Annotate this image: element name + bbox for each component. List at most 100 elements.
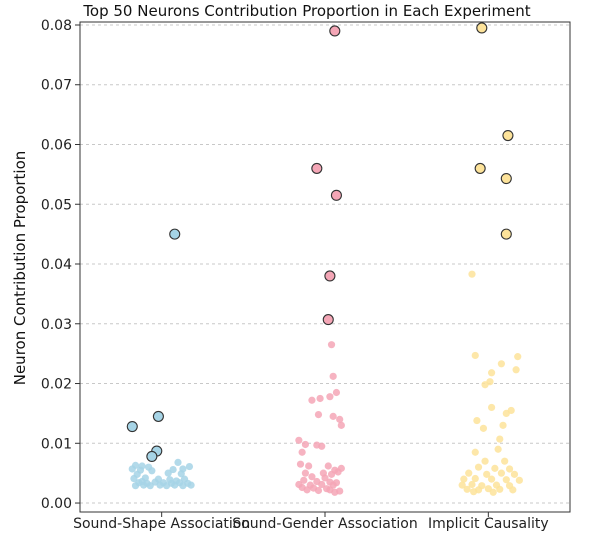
- data-point: [471, 474, 479, 483]
- y-tick-label: 0.01: [41, 436, 72, 452]
- data-point: [510, 470, 519, 478]
- data-point-highlighted: [329, 25, 341, 37]
- data-point: [300, 476, 308, 484]
- data-point: [128, 465, 136, 473]
- data-point: [470, 488, 478, 496]
- x-tick-label: Implicit Causality: [428, 516, 549, 532]
- y-tick-label: 0.02: [41, 377, 72, 393]
- data-point-highlighted: [476, 22, 488, 34]
- data-point: [515, 476, 523, 484]
- y-tick-label: 0.00: [41, 496, 72, 512]
- data-point: [509, 486, 517, 494]
- data-point: [473, 416, 481, 425]
- data-point: [468, 270, 476, 278]
- data-point-highlighted: [500, 173, 512, 185]
- data-point: [185, 462, 194, 471]
- y-axis-label: Neuron Contribution Proportion: [11, 151, 29, 386]
- data-point: [460, 475, 468, 483]
- data-point: [174, 458, 182, 467]
- y-tick-label: 0.06: [41, 138, 72, 154]
- data-point: [295, 436, 303, 444]
- data-point: [130, 474, 138, 483]
- data-point: [301, 440, 309, 449]
- data-point: [305, 462, 313, 470]
- data-point: [187, 481, 195, 489]
- data-point: [332, 388, 341, 397]
- data-point: [329, 372, 337, 380]
- y-axis-ticks: 0.00 0.01 0.02 0.03 0.04 0.05 0.06 0.07 0.08: [41, 18, 80, 512]
- data-point: [318, 442, 326, 450]
- data-point: [514, 353, 522, 361]
- data-point: [334, 468, 342, 476]
- data-point: [481, 457, 489, 465]
- data-point-highlighted: [330, 189, 342, 201]
- data-point: [481, 381, 489, 389]
- data-point-highlighted: [500, 228, 512, 240]
- y-tick-label: 0.03: [41, 317, 72, 333]
- data-point: [331, 488, 339, 496]
- data-point: [329, 412, 337, 420]
- data-point: [489, 488, 497, 496]
- data-point: [497, 360, 505, 368]
- data-point: [301, 469, 309, 477]
- data-point: [326, 393, 334, 401]
- plot-frame: [79, 21, 571, 513]
- data-point: [324, 462, 332, 470]
- y-tick-label: 0.08: [41, 18, 72, 34]
- data-point-highlighted: [322, 314, 334, 326]
- y-tick-label: 0.05: [41, 197, 72, 213]
- data-point: [463, 485, 471, 493]
- data-point: [336, 415, 344, 423]
- data-point: [502, 409, 510, 418]
- data-point: [148, 467, 156, 475]
- x-tick-label: Sound-Gender Association: [232, 516, 417, 532]
- data-point: [146, 482, 154, 490]
- data-point: [179, 482, 187, 490]
- data-point: [488, 403, 496, 412]
- data-point: [298, 448, 306, 456]
- data-point: [303, 486, 311, 494]
- data-point: [327, 341, 336, 349]
- data-point: [164, 469, 172, 477]
- data-point: [488, 369, 496, 377]
- data-point: [162, 482, 171, 490]
- data-point: [458, 481, 466, 489]
- data-point-highlighted: [152, 410, 164, 422]
- data-point: [314, 410, 323, 419]
- data-point: [321, 474, 329, 482]
- data-point-highlighted: [126, 420, 138, 433]
- data-point-highlighted: [474, 162, 486, 174]
- data-point: [471, 448, 479, 456]
- data-point: [172, 477, 180, 485]
- data-point: [138, 477, 146, 486]
- data-point-highlighted: [324, 270, 336, 282]
- data-point-highlighted: [146, 450, 158, 462]
- data-point: [465, 469, 473, 477]
- x-tick-label: Sound-Shape Association: [73, 516, 250, 532]
- data-point: [314, 486, 323, 495]
- data-point: [505, 465, 514, 473]
- data-point: [483, 470, 491, 478]
- chart-title: Top 50 Neurons Contribution Proportion i…: [82, 2, 530, 20]
- data-point: [337, 421, 345, 429]
- data-point: [494, 445, 502, 453]
- data-point: [327, 470, 336, 478]
- data-point: [496, 485, 504, 493]
- data-point: [177, 470, 185, 478]
- y-tick-label: 0.04: [41, 257, 72, 273]
- data-point: [471, 351, 479, 360]
- data-points: [126, 22, 523, 496]
- data-point: [468, 480, 476, 489]
- data-point: [316, 394, 324, 403]
- data-point: [501, 457, 509, 465]
- data-point: [496, 435, 504, 443]
- data-point: [308, 396, 316, 404]
- data-point: [499, 421, 507, 429]
- data-point: [512, 366, 520, 374]
- data-point: [491, 464, 499, 472]
- data-point: [156, 481, 164, 489]
- data-point-highlighted: [169, 228, 181, 240]
- data-point: [488, 475, 496, 483]
